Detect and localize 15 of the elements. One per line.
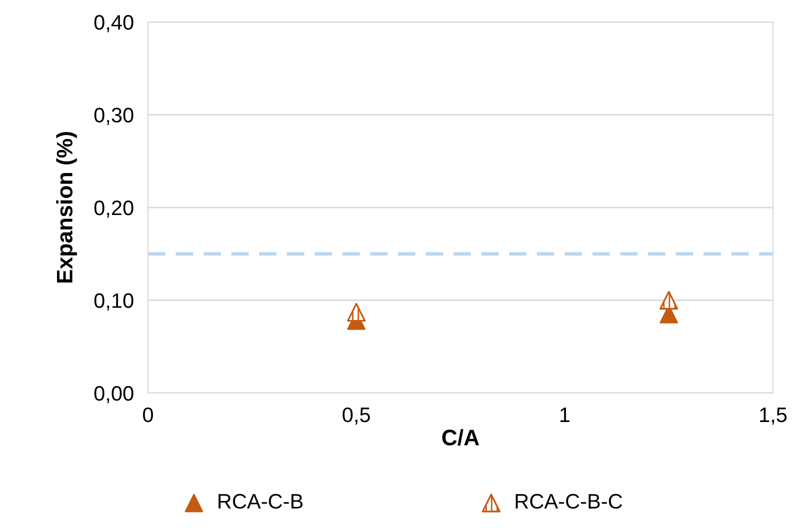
- x-tick-label: 1,5: [760, 408, 787, 425]
- y-tick-label: 0,20: [94, 200, 134, 218]
- legend-label: RCA-C-B: [218, 494, 303, 509]
- y-tick-label: 0,10: [94, 293, 134, 310]
- y-tick-label: 0,00: [94, 386, 134, 404]
- point: [346, 302, 366, 322]
- y-tick-label: 0,30: [94, 108, 134, 125]
- x-axis-title: C/A: [442, 429, 480, 446]
- point: [659, 290, 678, 310]
- x-tick-label: 1: [560, 408, 570, 422]
- y-axis-title: Expansion (%): [56, 132, 77, 283]
- x-tick-label: 0,5: [342, 407, 370, 425]
- legend-label: RCA-C-B-C: [516, 494, 622, 509]
- x-tick-label: 0: [143, 407, 153, 422]
- y-tick-label: 0,40: [94, 15, 134, 32]
